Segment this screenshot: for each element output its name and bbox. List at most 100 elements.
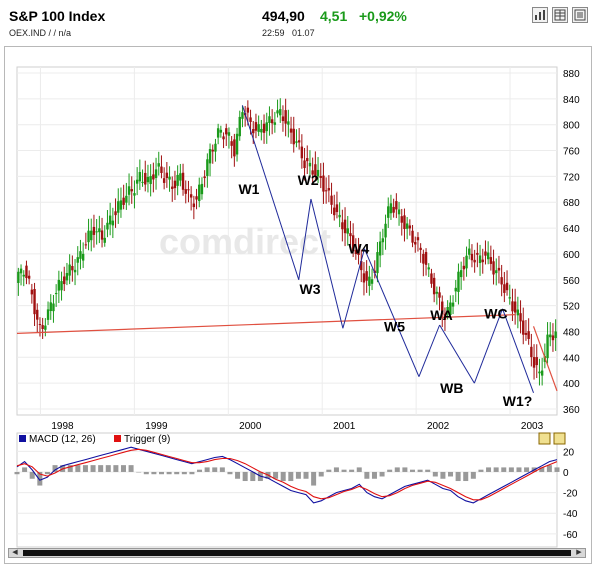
candle-body: [241, 112, 244, 119]
macd-histogram-bar: [113, 465, 119, 472]
scroll-thumb[interactable]: [23, 550, 571, 556]
candle-body: [462, 265, 466, 270]
candle-body: [473, 259, 476, 263]
candle-body: [327, 188, 331, 191]
chart-scrollbar[interactable]: ◀ ▶: [8, 548, 586, 558]
candle-body: [513, 301, 517, 313]
candle-body: [405, 223, 409, 229]
macd-histogram-bar: [425, 469, 431, 472]
chart-canvas[interactable]: comdirect W1 W2 W3 W4 W5 WA WB WC W1? 880 840 800 7…: [5, 47, 591, 563]
candle-body: [49, 302, 52, 312]
candle-body: [300, 146, 304, 159]
macd-histogram-bar: [212, 467, 218, 472]
candle-body: [122, 197, 125, 205]
macd-close-button[interactable]: [553, 432, 566, 445]
candle-body: [249, 117, 252, 122]
quote-timestamp: 22:59 01.07: [262, 28, 315, 38]
comdirect-watermark: comdirect: [159, 221, 331, 262]
macd-legend-label: MACD (12, 26): [29, 434, 96, 445]
candle-body: [384, 223, 387, 238]
candle-body: [457, 271, 460, 292]
candle-body: [84, 244, 88, 246]
candle-body: [516, 309, 520, 316]
candle-body: [354, 250, 358, 255]
table-icon[interactable]: [552, 7, 568, 23]
candle-body: [54, 292, 58, 295]
macd-histogram-bar: [174, 471, 180, 475]
candle-body: [111, 220, 115, 226]
macd-histogram-bar: [432, 471, 438, 477]
news-icon[interactable]: [572, 7, 588, 23]
candle-body: [149, 176, 152, 185]
price-change: 4,51: [320, 8, 348, 24]
candle-body: [138, 172, 142, 182]
candle-body: [276, 110, 279, 114]
macd-legend-label: Trigger (9): [124, 434, 170, 445]
wave-line: [310, 198, 344, 329]
macd-histogram-bar: [417, 469, 423, 472]
candle-body: [95, 231, 98, 233]
candle-body: [284, 110, 287, 124]
macd-histogram-bar: [166, 471, 172, 475]
candle-body: [119, 200, 123, 210]
macd-histogram-bar: [288, 471, 294, 482]
candle-body: [540, 370, 544, 376]
candle-body: [22, 274, 25, 277]
candle-body: [381, 238, 385, 243]
candle-body: [484, 251, 487, 256]
candle-body: [392, 206, 395, 213]
candle-body: [397, 209, 401, 215]
candle-body: [535, 357, 538, 366]
candle-body: [176, 174, 179, 186]
candle-body: [168, 176, 171, 180]
trigger-line: [16, 448, 558, 501]
candle-body: [68, 264, 71, 276]
candle-body: [470, 253, 474, 261]
candle-body: [127, 186, 131, 195]
macd-histogram-bar: [280, 471, 286, 482]
candle-body: [414, 241, 417, 245]
wave-line: [241, 105, 300, 280]
wave-line: [364, 248, 420, 377]
macd-settings-button[interactable]: [538, 432, 551, 445]
candle-body: [378, 241, 382, 256]
candle-body: [262, 123, 266, 133]
macd-histogram-bar: [37, 471, 43, 486]
price-axis-tick-label: 840: [563, 95, 580, 106]
macd-histogram-bar: [440, 471, 446, 479]
candle-body: [508, 297, 511, 299]
wave-label: WB: [440, 380, 463, 396]
candle-body: [173, 180, 177, 189]
candle-body: [357, 249, 360, 255]
index-subtitle: OEX.IND / / n/a: [9, 28, 72, 38]
candle-body: [171, 186, 174, 189]
candle-body: [162, 178, 166, 183]
wave-label: W2: [298, 172, 319, 188]
wave-line: [502, 308, 534, 394]
price-axis-tick-label: 400: [563, 379, 580, 390]
scroll-left-arrow[interactable]: ◀: [12, 549, 18, 556]
candle-body: [203, 176, 206, 179]
macd-histogram-bar: [356, 467, 362, 472]
macd-histogram-bar: [333, 467, 339, 472]
macd-histogram-bar: [455, 471, 461, 482]
wave-label: W1?: [503, 393, 533, 409]
candle-body: [133, 193, 136, 196]
candle-body: [192, 203, 196, 208]
bar-chart-icon[interactable]: [532, 7, 548, 23]
wave-label: WC: [484, 306, 507, 322]
candle-body: [71, 266, 74, 271]
candle-body: [376, 252, 379, 274]
candle-body: [505, 282, 509, 291]
candle-body: [403, 215, 406, 230]
macd-axis-tick-label: -60: [563, 530, 578, 541]
candle-body: [549, 334, 552, 338]
index-title: S&P 100 Index: [9, 8, 106, 24]
scroll-right-arrow[interactable]: ▶: [576, 549, 582, 556]
candle-body: [527, 331, 530, 339]
wave-line: [473, 308, 503, 384]
price-axis-tick-label: 880: [563, 69, 580, 80]
candle-body: [503, 284, 506, 293]
quote-header: S&P 100 Index OEX.IND / / n/a 494,90 4,5…: [0, 0, 594, 44]
candle-body: [179, 173, 182, 181]
